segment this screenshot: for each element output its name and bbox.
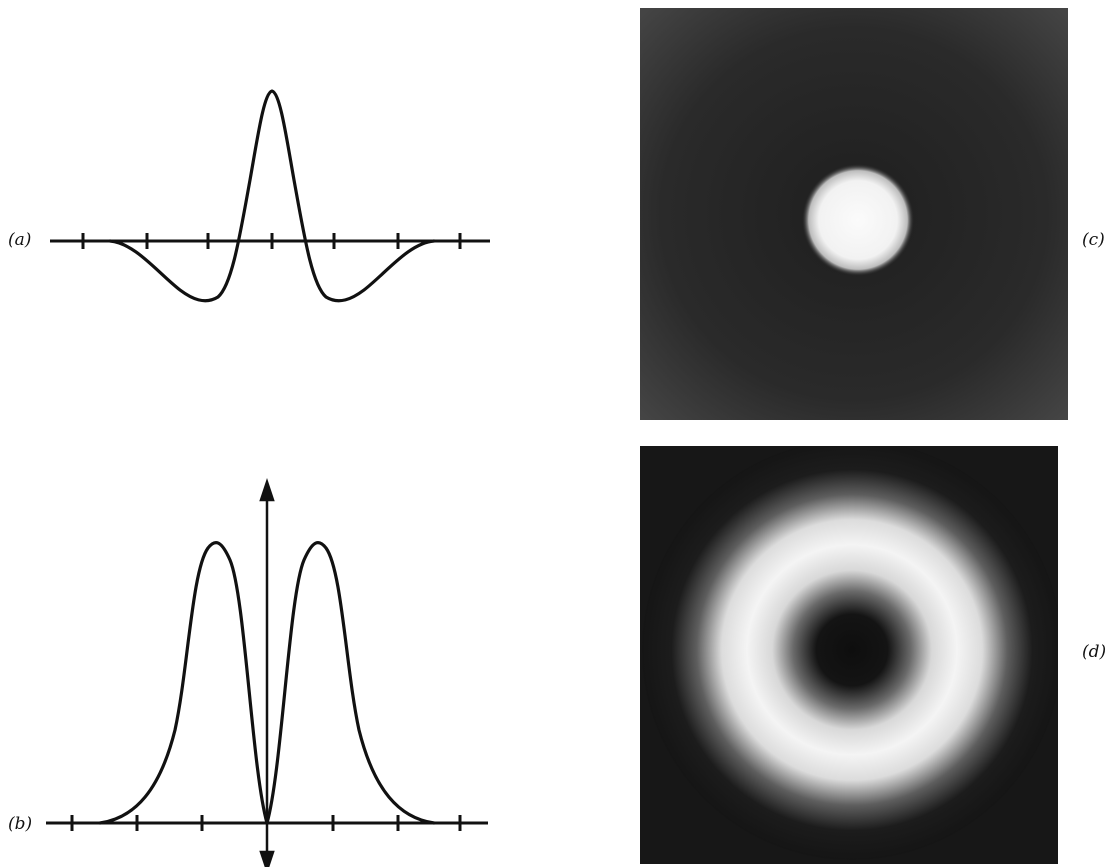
profile-plot-a — [50, 89, 490, 303]
panel-label-b: (b) — [8, 814, 33, 834]
panel-label-d: (d) — [1082, 642, 1107, 662]
bright-disk — [802, 164, 914, 276]
profile-plot-b — [46, 478, 488, 867]
vertical-axis-arrow-b — [259, 478, 275, 867]
tick-marks-b — [70, 815, 462, 831]
intensity-image-d — [640, 446, 1058, 864]
curve-a — [108, 89, 436, 303]
panel-label-c: (c) — [1082, 230, 1105, 250]
curve-b — [98, 541, 436, 825]
panel-label-a: (a) — [8, 230, 32, 250]
intensity-image-c — [640, 8, 1068, 420]
bright-ring — [642, 446, 1058, 860]
tick-marks-a — [81, 233, 462, 249]
